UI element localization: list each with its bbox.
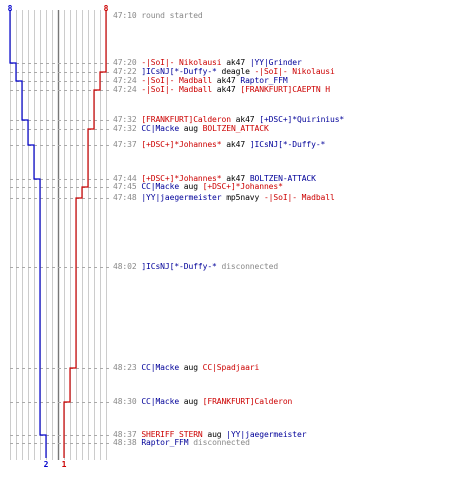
event-text: Raptor_FFM bbox=[240, 76, 288, 85]
event-text: [+DSC+]*Johannes* bbox=[141, 140, 222, 149]
event-row: 47:24 -|SoI|- Madball ak47 [FRANKFURT]CA… bbox=[113, 85, 330, 94]
event-text: [+DSC+]*Johannes* bbox=[141, 174, 222, 183]
blue-start-count: 8 bbox=[8, 4, 13, 13]
event-text: -|SoI|- Nikolausi bbox=[254, 67, 335, 76]
event-time: 48:30 bbox=[113, 397, 142, 406]
event-text: CC|Macke bbox=[141, 363, 180, 372]
event-text: disconnected bbox=[216, 262, 279, 271]
event-time: 48:23 bbox=[113, 363, 142, 372]
event-text: ak47 bbox=[221, 140, 250, 149]
event-time: 48:38 bbox=[113, 438, 142, 447]
event-time: 47:22 bbox=[113, 67, 142, 76]
event-text: Raptor_FFM bbox=[141, 438, 189, 447]
event-text: |YY|Grinder bbox=[249, 58, 302, 67]
event-row: 47:44 [+DSC+]*Johannes* ak47 BOLTZEN-ATT… bbox=[113, 174, 316, 183]
event-text: -|SoI|- Nikolausi bbox=[141, 58, 222, 67]
event-text: SHERIFF STERN bbox=[141, 430, 203, 439]
red-team-line bbox=[63, 10, 107, 458]
event-text: aug bbox=[179, 124, 203, 133]
event-text: CC|Macke bbox=[141, 397, 180, 406]
event-text: aug bbox=[179, 182, 203, 191]
event-text: BOLTZEN-ATTACK bbox=[249, 174, 316, 183]
event-row: 48:02 ]ICsNJ[*-Duffy-* disconnected bbox=[113, 262, 278, 271]
event-row: 47:10 round started bbox=[113, 11, 203, 20]
event-text: -|SoI|- Madball bbox=[141, 85, 213, 94]
event-row: 47:32 CC|Macke aug BOLTZEN_ATTACK bbox=[113, 124, 269, 133]
event-text: disconnected bbox=[188, 438, 250, 447]
event-text: ]ICsNJ[*-Duffy-* bbox=[249, 140, 326, 149]
event-text: deagle bbox=[216, 67, 255, 76]
event-text: ]ICsNJ[*-Duffy-* bbox=[141, 262, 217, 271]
event-time: 47:32 bbox=[113, 124, 142, 133]
event-text: round started bbox=[141, 11, 203, 20]
event-text: ak47 bbox=[221, 174, 250, 183]
red-end-count: 1 bbox=[62, 460, 67, 469]
event-row: 47:37 [+DSC+]*Johannes* ak47 ]ICsNJ[*-Du… bbox=[113, 140, 325, 149]
event-text: ak47 bbox=[230, 115, 260, 124]
event-text: mp5navy bbox=[221, 193, 264, 202]
blue-end-count: 2 bbox=[44, 460, 49, 469]
event-text: CC|Macke bbox=[141, 182, 180, 191]
event-text: aug bbox=[202, 430, 227, 439]
event-text: |YY|jaegermeister bbox=[141, 193, 222, 202]
event-text: [FRANKFURT]CAEPTN H bbox=[240, 85, 330, 94]
event-row: 48:30 CC|Macke aug [FRANKFURT]Calderon bbox=[113, 397, 292, 406]
event-text: |YY|jaegermeister bbox=[226, 430, 307, 439]
event-row: 47:32 [FRANKFURT]Calderon ak47 [+DSC+]*Q… bbox=[113, 115, 344, 124]
event-time: 48:37 bbox=[113, 430, 142, 439]
event-time: 47:24 bbox=[113, 85, 142, 94]
event-text: [+DSC+]*Johannes* bbox=[202, 182, 283, 191]
event-row: 47:45 CC|Macke aug [+DSC+]*Johannes* bbox=[113, 182, 283, 191]
event-text: [FRANKFURT]Calderon bbox=[141, 115, 231, 124]
event-row: 47:48 |YY|jaegermeister mp5navy -|SoI|- … bbox=[113, 193, 335, 202]
event-text: CC|Macke bbox=[141, 124, 180, 133]
event-text: -|SoI|- Madball bbox=[141, 76, 213, 85]
event-time: 47:20 bbox=[113, 58, 142, 67]
event-text: BOLTZEN_ATTACK bbox=[202, 124, 269, 133]
event-time: 47:37 bbox=[113, 140, 142, 149]
event-time: 47:44 bbox=[113, 174, 142, 183]
blue-team-line bbox=[9, 10, 47, 458]
event-text: [+DSC+]*Quirinius* bbox=[259, 115, 345, 124]
event-time: 47:48 bbox=[113, 193, 142, 202]
event-row: 47:24 -|SoI|- Madball ak47 Raptor_FFM bbox=[113, 76, 288, 85]
event-time: 48:02 bbox=[113, 262, 142, 271]
event-time: 47:10 bbox=[113, 11, 142, 20]
event-text: aug bbox=[179, 397, 203, 406]
event-text: ak47 bbox=[212, 76, 241, 85]
event-text: ak47 bbox=[212, 85, 241, 94]
event-row: 47:20 -|SoI|- Nikolausi ak47 |YY|Grinder bbox=[113, 58, 302, 67]
event-text: ]ICsNJ[*-Duffy-* bbox=[141, 67, 217, 76]
red-start-count: 8 bbox=[104, 4, 109, 13]
event-time: 47:24 bbox=[113, 76, 142, 85]
event-text: aug bbox=[179, 363, 203, 372]
event-row: 48:37 SHERIFF STERN aug |YY|jaegermeiste… bbox=[113, 430, 307, 439]
event-text: CC|Spadjaari bbox=[202, 363, 260, 372]
event-time: 47:32 bbox=[113, 115, 142, 124]
event-text: ak47 bbox=[221, 58, 250, 67]
event-time: 47:45 bbox=[113, 182, 142, 191]
event-row: 48:38 Raptor_FFM disconnected bbox=[113, 438, 250, 447]
event-text: [FRANKFURT]Calderon bbox=[202, 397, 293, 406]
event-row: 48:23 CC|Macke aug CC|Spadjaari bbox=[113, 363, 259, 372]
event-text: -|SoI|- Madball bbox=[263, 193, 335, 202]
event-row: 47:22 ]ICsNJ[*-Duffy-* deagle -|SoI|- Ni… bbox=[113, 67, 335, 76]
